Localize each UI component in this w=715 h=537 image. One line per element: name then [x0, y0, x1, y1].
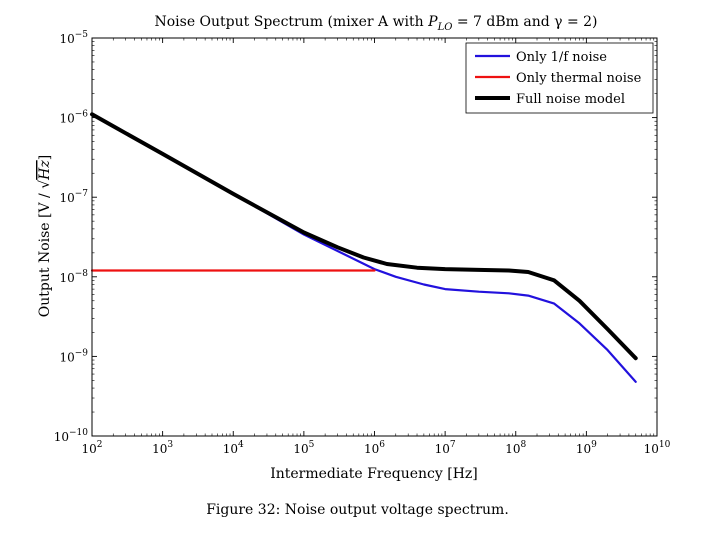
y-axis-label: Output Noise [V / √Hz] — [37, 155, 53, 317]
y-tick-label: 10−9 — [59, 348, 88, 364]
x-tick-label: 107 — [435, 440, 456, 456]
legend-label: Only thermal noise — [516, 71, 642, 86]
y-tick-label: 10−8 — [59, 269, 88, 285]
y-tick-label: 10−10 — [54, 428, 89, 444]
y-tick-label: 10−5 — [59, 30, 88, 46]
y-tick-label: 10−7 — [59, 189, 88, 205]
noise-spectrum-chart: 102 103 104 105 106 107 108 109 1010 10−10 10−9 10−… — [37, 14, 671, 482]
svg-text:Output Noise [V / √Hz]: Output Noise [V / √Hz] — [37, 155, 53, 317]
x-tick-label: 104 — [223, 440, 244, 456]
legend: Only 1/f noise Only thermal noise Full noi… — [465, 42, 654, 114]
x-axis-label: Intermediate Frequency [Hz] — [270, 466, 478, 482]
x-tick-label: 109 — [576, 440, 597, 456]
figure-caption: Figure 32: Noise output voltage spectrum… — [206, 502, 509, 518]
x-tick-label: 102 — [81, 440, 102, 456]
x-tick-label: 106 — [364, 440, 385, 456]
x-tick-label: 103 — [152, 440, 173, 456]
chart-title: Noise Output Spectrum (mixer A with PLO … — [154, 14, 597, 33]
plot-area-frame — [91, 37, 658, 437]
x-tick-label: 108 — [505, 440, 526, 456]
x-tick-label: 105 — [293, 440, 314, 456]
series-line-full-noise-model — [90, 112, 638, 361]
series-line-only-1-f-noise — [90, 113, 637, 383]
legend-label: Full noise model — [516, 92, 625, 107]
x-tick-label: 1010 — [644, 440, 671, 456]
y-tick-label: 10−6 — [59, 110, 88, 126]
legend-label: Only 1/f noise — [516, 50, 607, 65]
